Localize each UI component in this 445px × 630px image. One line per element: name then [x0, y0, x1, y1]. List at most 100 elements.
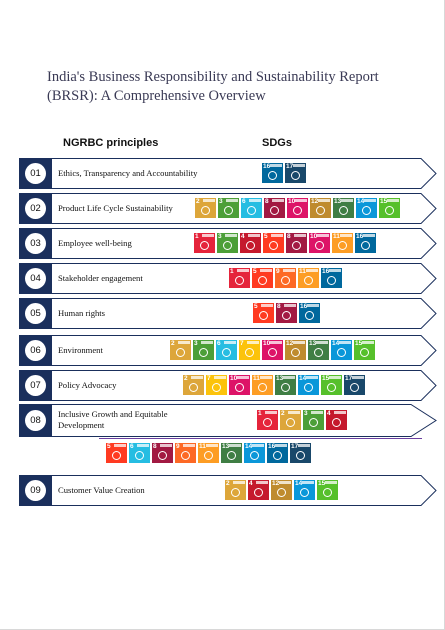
sdg-14-icon: 14 — [298, 375, 319, 395]
extra-row-divider — [99, 438, 422, 439]
sdg-goal-text-mark — [340, 234, 352, 237]
sdg-goal-glyph — [224, 206, 233, 215]
sdg-number: 11 — [253, 375, 260, 382]
sdg-number: 14 — [299, 375, 307, 382]
sdg-number: 4 — [327, 410, 331, 417]
sdg-5-icon: 5 — [253, 303, 274, 323]
sdg-goal-glyph — [327, 276, 336, 285]
principle-number-badge: 07 — [19, 370, 52, 401]
sdg-goal-glyph — [189, 383, 198, 392]
sdg-7-icon: 7 — [239, 340, 260, 360]
sdg-goal-glyph — [277, 488, 286, 497]
sdg-goal-text-mark — [284, 304, 296, 307]
principle-row-09: 09 Customer Value Creation 2 4 12 14 15 — [19, 475, 437, 506]
sdg-number: 6 — [130, 443, 134, 450]
sdg-goal-text-mark — [339, 341, 351, 344]
sdg-goal-glyph — [212, 383, 221, 392]
sdg-number: 16 — [263, 163, 271, 170]
sdg-number: 15 — [322, 375, 330, 382]
sdg-12-icon: 12 — [271, 480, 292, 500]
principle-number: 06 — [25, 340, 46, 361]
sdg-goal-glyph — [231, 488, 240, 497]
principle-label: Human rights — [58, 308, 106, 318]
sdg-number: 8 — [277, 303, 281, 310]
sdg-3-icon: 3 — [218, 198, 239, 218]
sdg-goal-text-mark — [325, 481, 337, 484]
sdg-number: 8 — [153, 443, 157, 450]
sdg-goal-glyph — [235, 276, 244, 285]
sdg-11-icon: 11 — [252, 375, 273, 395]
sdg-goal-glyph — [222, 348, 231, 357]
sdg-number: 15 — [355, 340, 363, 347]
sdg-goal-text-mark — [206, 444, 218, 447]
sdg-5-icon: 5 — [252, 268, 273, 288]
sdg-goal-text-mark — [306, 269, 318, 272]
sdg-4-icon: 4 — [240, 233, 261, 253]
principle-number-badge: 06 — [19, 335, 52, 366]
sdg-goal-glyph — [350, 383, 359, 392]
sdg-15-icon: 15 — [354, 340, 375, 360]
principle-number: 05 — [25, 303, 46, 324]
sdg-number: 17 — [345, 375, 353, 382]
sdg-number: 14 — [295, 480, 303, 487]
sdg-goal-text-mark — [316, 341, 328, 344]
sdg-12-icon: 12 — [310, 198, 331, 218]
principle-number-badge: 09 — [19, 475, 52, 506]
sdg-number: 14 — [332, 340, 340, 347]
sdg-goal-glyph — [337, 348, 346, 357]
sdg-8-icon: 8 — [264, 198, 285, 218]
sdg-number: 16 — [268, 443, 276, 450]
document-title: India's Business Responsibility and Sust… — [47, 69, 379, 104]
sdg-goal-glyph — [314, 348, 323, 357]
sdg-14-icon: 14 — [356, 198, 377, 218]
principle-number: 01 — [25, 163, 46, 184]
sdg-goal-glyph — [223, 241, 232, 250]
sdg-14-icon: 14 — [294, 480, 315, 500]
sdg-goal-glyph — [305, 311, 314, 320]
sdg-icon-group-extra: 5 6 8 9 11 13 14 16 17 — [106, 443, 311, 463]
sdg-number: 12 — [311, 198, 319, 205]
sdg-goal-text-mark — [306, 376, 318, 379]
sdg-goal-text-mark — [203, 199, 215, 202]
sdg-goal-text-mark — [260, 376, 272, 379]
sdg-goal-glyph — [112, 451, 121, 460]
sdg-13-icon: 13 — [333, 198, 354, 218]
sdg-number: 15 — [318, 480, 326, 487]
sdg-10-icon: 10 — [287, 198, 308, 218]
sdg-goal-glyph — [200, 241, 209, 250]
sdg-goal-text-mark — [311, 411, 323, 414]
sdg-number: 7 — [207, 375, 211, 382]
sdg-10-icon: 10 — [229, 375, 250, 395]
sdg-goal-text-mark — [270, 164, 282, 167]
sdgs-heading: SDGs — [262, 137, 292, 149]
sdg-8-icon: 8 — [286, 233, 307, 253]
sdg-goal-glyph — [158, 451, 167, 460]
sdg-15-icon: 15 — [317, 480, 338, 500]
sdg-icon-group: 2 3 6 7 10 12 13 14 15 — [170, 340, 375, 360]
sdg-goal-text-mark — [307, 304, 319, 307]
sdg-goal-glyph — [293, 206, 302, 215]
principle-label: Inclusive Growth and Equitable Developme… — [58, 409, 168, 430]
sdg-goal-text-mark — [191, 376, 203, 379]
sdg-goal-glyph — [270, 206, 279, 215]
sdg-13-icon: 13 — [275, 375, 296, 395]
sdg-number: 12 — [272, 480, 280, 487]
sdg-number: 3 — [219, 198, 223, 205]
sdg-number: 5 — [253, 268, 257, 275]
sdg-number: 16 — [356, 233, 364, 240]
sdg-goal-text-mark — [302, 481, 314, 484]
sdg-goal-glyph — [246, 241, 255, 250]
sdg-number: 13 — [276, 375, 284, 382]
sdg-goal-text-mark — [271, 234, 283, 237]
sdg-2-icon: 2 — [225, 480, 246, 500]
sdg-goal-text-mark — [288, 411, 300, 414]
sdg-15-icon: 15 — [379, 198, 400, 218]
sdg-goal-text-mark — [341, 199, 353, 202]
sdg-goal-glyph — [323, 488, 332, 497]
sdg-number: 17 — [291, 443, 299, 450]
principle-number: 04 — [25, 268, 46, 289]
sdg-goal-text-mark — [160, 444, 172, 447]
sdg-2-icon: 2 — [170, 340, 191, 360]
sdg-number: 13 — [334, 198, 342, 205]
sdg-number: 2 — [226, 480, 230, 487]
